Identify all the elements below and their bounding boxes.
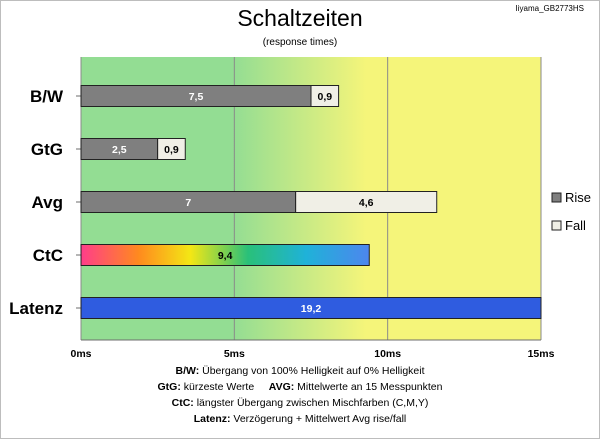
data-label: 4,6 xyxy=(359,197,374,209)
bar-CtC xyxy=(80,244,370,266)
x-tick-label: 10ms xyxy=(374,348,401,360)
data-label: 2,5 xyxy=(112,144,127,156)
category-label: B/W xyxy=(30,87,64,106)
note-label: AVG: xyxy=(268,381,295,393)
note-label: GtG: xyxy=(157,381,181,393)
note-text: Übergang von 100% Helligkeit auf 0% Hell… xyxy=(199,365,425,377)
note-label: B/W: xyxy=(175,365,200,377)
bar-fall-Avg xyxy=(295,191,438,213)
legend-swatch-fall xyxy=(551,220,562,231)
note-text: längster Übergang zwischen Mischfarben (… xyxy=(193,397,429,409)
note-latenz: Latenz: Verzögerung + Mittelwert Avg ris… xyxy=(0,411,600,427)
data-label: 0,9 xyxy=(164,144,179,156)
x-tick-label: 0ms xyxy=(70,348,91,360)
note-label: Latenz: xyxy=(193,413,231,425)
note-bw: B/W: Übergang von 100% Helligkeit auf 0%… xyxy=(0,363,600,379)
note-gtg-avg: GtG: kürzeste Werte AVG: Mittelwerte an … xyxy=(0,379,600,395)
data-label: 9,4 xyxy=(218,250,233,262)
chart-title: Schaltzeiten xyxy=(237,5,363,31)
legend-label-rise: Rise xyxy=(565,190,591,205)
note-text: Mittelwerte an 15 Messpunkten xyxy=(294,381,443,393)
legend-swatch-rise xyxy=(551,192,562,203)
data-label: 7,5 xyxy=(189,91,204,103)
note-text: kürzeste Werte xyxy=(180,381,255,393)
category-label: Avg xyxy=(32,193,64,212)
bar-Latenz xyxy=(80,297,542,319)
bar-fall-B/W xyxy=(310,85,340,107)
category-label: CtC xyxy=(33,246,63,265)
chart-subtitle: (response times) xyxy=(262,37,338,48)
data-label: 7 xyxy=(185,197,191,209)
note-ctc: CtC: längster Übergang zwischen Mischfar… xyxy=(0,395,600,411)
legend-label-fall: Fall xyxy=(565,218,586,233)
category-label: Latenz xyxy=(9,299,63,318)
note-text: Verzögerung + Mittelwert Avg rise/fall xyxy=(230,413,407,425)
category-label: GtG xyxy=(31,140,63,159)
data-label: 0,9 xyxy=(317,91,332,103)
monitor-model-tag: Iiyama_GB2773HS xyxy=(515,4,584,13)
data-label: 19,2 xyxy=(301,303,322,315)
note-label: CtC: xyxy=(171,397,194,409)
bar-fall-GtG xyxy=(157,138,186,160)
x-tick-label: 15ms xyxy=(528,348,555,360)
x-tick-label: 5ms xyxy=(224,348,245,360)
